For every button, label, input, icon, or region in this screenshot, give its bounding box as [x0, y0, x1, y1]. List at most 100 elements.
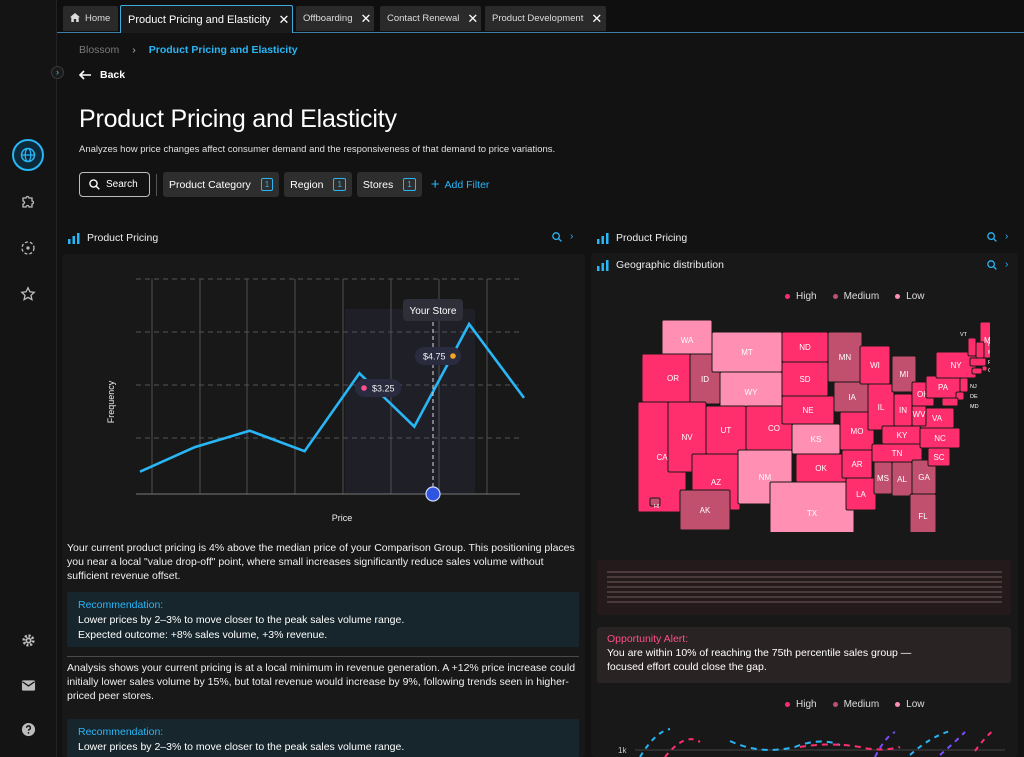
state-ri[interactable] [981, 365, 988, 372]
state-label: LA [856, 490, 866, 499]
state-label: FL [918, 512, 928, 521]
puzzle-icon[interactable] [12, 186, 44, 218]
recommendation-title: Recommendation: [78, 726, 164, 738]
state-label: CT [988, 368, 990, 374]
filter-divider [156, 173, 157, 196]
close-icon[interactable]: ✕ [278, 11, 290, 27]
state-label: ME [984, 336, 990, 345]
state-vt[interactable] [967, 337, 977, 357]
price-bubble-4-75-bg [415, 347, 461, 365]
star-icon[interactable] [12, 278, 44, 310]
tab-label: Product Development [492, 13, 584, 24]
state-label: WV [913, 410, 927, 419]
close-icon[interactable]: ✕ [467, 10, 479, 26]
state-ct[interactable] [971, 367, 983, 375]
chip-label: Region [290, 178, 324, 191]
state-tx[interactable] [769, 481, 855, 532]
search-icon[interactable] [987, 231, 997, 242]
state-label: SC [933, 453, 944, 462]
tab-product-development[interactable]: Product Development ✕ [485, 6, 606, 31]
state-label: IN [899, 406, 907, 415]
legend-item-medium: Medium [832, 699, 879, 710]
mini-axis-label: 1k [618, 746, 627, 755]
search-button[interactable]: Search [79, 172, 150, 197]
state-label: TX [807, 509, 818, 518]
state-ak[interactable] [679, 489, 731, 531]
breadcrumb-root[interactable]: Blossom [79, 44, 120, 56]
search-icon[interactable] [987, 259, 997, 270]
your-store-zone [345, 309, 475, 494]
state-fl[interactable] [909, 493, 937, 532]
close-icon[interactable]: ✕ [591, 10, 603, 26]
state-nj[interactable] [959, 377, 969, 393]
state-label: OK [815, 464, 827, 473]
chevron-right-icon[interactable]: › [1005, 231, 1009, 242]
geo-panel-actions: › [987, 259, 1008, 270]
state-label: UT [721, 426, 732, 435]
filter-chip-stores[interactable]: Stores 1 [356, 172, 422, 197]
state-label: KS [811, 435, 822, 444]
left-panel-actions: › [552, 231, 573, 242]
x-axis-label: Price [332, 513, 353, 523]
state-label: AR [851, 460, 862, 469]
globe-icon[interactable] [12, 139, 44, 171]
bar-chart-icon [597, 259, 609, 271]
breadcrumb-current: Product Pricing and Elasticity [148, 44, 298, 56]
tab-contact-renewal[interactable]: Contact Renewal ✕ [380, 6, 481, 31]
state-label: WY [745, 388, 759, 397]
left-panel-header: Product Pricing [68, 228, 158, 248]
state-md[interactable] [941, 397, 959, 407]
your-store-tooltip-bg [403, 299, 463, 321]
tab-product-pricing[interactable]: Product Pricing and Elasticity ✕ [120, 5, 293, 33]
state-label: VT [960, 332, 968, 338]
legend-item-high: High [785, 699, 817, 710]
legend-item-medium: Medium [832, 291, 879, 302]
chip-count: 1 [260, 178, 274, 191]
state-mi[interactable] [891, 355, 917, 393]
state-label: WA [681, 336, 694, 345]
price-bubble-3-25-label: $3.25 [372, 384, 395, 394]
state-nh[interactable] [975, 341, 985, 359]
rail-expand-toggle[interactable]: › [51, 66, 64, 79]
search-icon [89, 179, 100, 190]
state-label: AK [700, 506, 711, 515]
filter-chip-region[interactable]: Region 1 [284, 172, 352, 197]
us-map: WA OR CA ID NV MT WY UT AZ CO NM ND SD NE KS OK TX MN IA MO… [637, 319, 990, 532]
state-ma[interactable] [969, 357, 987, 367]
state-hi[interactable] [649, 497, 661, 507]
state-label: VA [932, 414, 943, 423]
settings-icon[interactable] [12, 624, 44, 656]
state-label: NC [934, 434, 946, 443]
state-label: NE [802, 406, 813, 415]
page-title: Product Pricing and Elasticity [79, 105, 397, 133]
series-line [139, 321, 526, 473]
add-filter-button[interactable]: + Add Filter [431, 176, 490, 193]
alert-text: You are within 10% of reaching the 75th … [607, 647, 912, 673]
help-icon[interactable] [12, 713, 44, 745]
tab-offboarding[interactable]: Offboarding ✕ [296, 6, 374, 31]
state-label: AL [897, 475, 907, 484]
filter-chip-product-category[interactable]: Product Category 1 [163, 172, 280, 197]
tab-home[interactable]: Home [63, 6, 118, 31]
target-icon[interactable] [12, 232, 44, 264]
back-button[interactable]: Back [79, 69, 125, 81]
arrow-left-icon [79, 70, 91, 80]
state-label: MA [988, 350, 990, 356]
state-label: NY [950, 361, 962, 370]
mail-icon[interactable] [12, 669, 44, 701]
tab-bar: Home Product Pricing and Elasticity ✕ Of… [57, 0, 1024, 33]
price-bubble-4-75-dot [450, 353, 456, 359]
recommendation-line: Lower prices by 2–3% to move closer to t… [78, 614, 405, 626]
close-icon[interactable]: ✕ [360, 10, 372, 26]
state-label: OH [917, 390, 929, 399]
state-label: ID [701, 375, 709, 384]
state-label: SD [799, 375, 810, 384]
state-label: MS [877, 474, 889, 483]
bar-chart-icon [68, 232, 80, 244]
chevron-right-icon[interactable]: › [570, 231, 574, 242]
state-label: NM [759, 473, 772, 482]
mini-line-chart: 1k [618, 728, 1005, 757]
chevron-right-icon[interactable]: › [1005, 259, 1009, 270]
opportunity-alert: Opportunity Alert: You are within 10% of… [597, 627, 1011, 683]
search-icon[interactable] [552, 231, 562, 242]
